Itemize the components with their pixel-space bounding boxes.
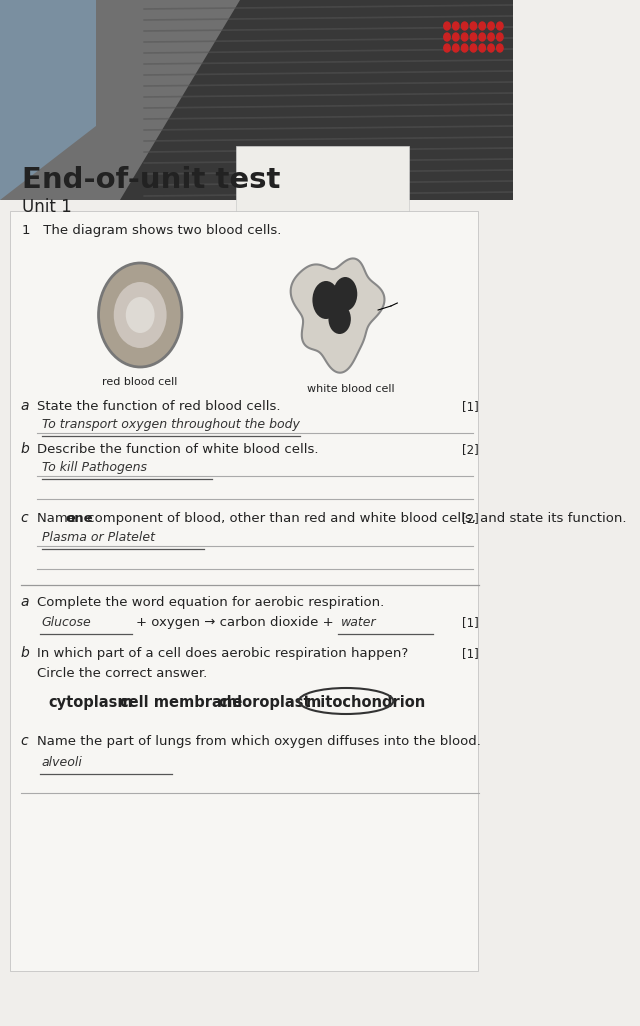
Circle shape bbox=[126, 297, 155, 333]
Text: [2]: [2] bbox=[462, 443, 479, 456]
Text: Name: Name bbox=[37, 512, 80, 525]
Text: a: a bbox=[21, 595, 29, 609]
Text: Plasma or Platelet: Plasma or Platelet bbox=[42, 531, 155, 544]
Circle shape bbox=[470, 44, 477, 52]
Text: Complete the word equation for aerobic respiration.: Complete the word equation for aerobic r… bbox=[37, 596, 384, 609]
Text: b: b bbox=[21, 646, 29, 660]
Circle shape bbox=[488, 44, 494, 52]
Text: To kill Pathogens: To kill Pathogens bbox=[42, 461, 147, 474]
Circle shape bbox=[470, 33, 477, 41]
Circle shape bbox=[461, 22, 468, 30]
Text: Name the part of lungs from which oxygen diffuses into the blood.: Name the part of lungs from which oxygen… bbox=[37, 735, 481, 748]
Text: In which part of a cell does aerobic respiration happen?: In which part of a cell does aerobic res… bbox=[37, 647, 408, 660]
Text: Glucose: Glucose bbox=[42, 616, 92, 629]
Ellipse shape bbox=[312, 281, 340, 319]
Text: chloroplast: chloroplast bbox=[218, 695, 310, 710]
Text: [1]: [1] bbox=[462, 400, 479, 413]
Circle shape bbox=[488, 22, 494, 30]
Text: [1]: [1] bbox=[462, 616, 479, 629]
Text: a: a bbox=[21, 399, 29, 413]
Text: c: c bbox=[21, 511, 28, 525]
Text: 1   The diagram shows two blood cells.: 1 The diagram shows two blood cells. bbox=[22, 224, 282, 237]
Text: c: c bbox=[21, 734, 28, 748]
Text: End-of-unit test: End-of-unit test bbox=[22, 166, 281, 194]
Circle shape bbox=[479, 22, 485, 30]
Circle shape bbox=[452, 44, 459, 52]
Circle shape bbox=[479, 44, 485, 52]
Circle shape bbox=[470, 22, 477, 30]
Text: mitochondrion: mitochondrion bbox=[306, 695, 426, 710]
Text: State the function of red blood cells.: State the function of red blood cells. bbox=[37, 400, 280, 413]
Polygon shape bbox=[120, 0, 513, 200]
Text: red blood cell: red blood cell bbox=[102, 377, 178, 387]
Text: b: b bbox=[21, 442, 29, 456]
Circle shape bbox=[114, 282, 166, 348]
FancyBboxPatch shape bbox=[10, 211, 478, 971]
Polygon shape bbox=[0, 0, 96, 200]
Text: white blood cell: white blood cell bbox=[307, 384, 395, 394]
Text: one: one bbox=[65, 512, 93, 525]
Text: Unit 1: Unit 1 bbox=[22, 198, 72, 216]
Text: [2]: [2] bbox=[462, 512, 479, 525]
Circle shape bbox=[461, 33, 468, 41]
Text: [1]: [1] bbox=[462, 647, 479, 660]
Circle shape bbox=[497, 33, 503, 41]
Circle shape bbox=[444, 22, 450, 30]
Circle shape bbox=[461, 44, 468, 52]
Text: + oxygen → carbon dioxide +: + oxygen → carbon dioxide + bbox=[136, 616, 334, 629]
Circle shape bbox=[479, 33, 485, 41]
Text: To transport oxygen throughout the body: To transport oxygen throughout the body bbox=[42, 418, 300, 431]
Text: Describe the function of white blood cells.: Describe the function of white blood cel… bbox=[37, 443, 318, 456]
Text: cell membrane: cell membrane bbox=[120, 695, 243, 710]
Circle shape bbox=[452, 22, 459, 30]
Circle shape bbox=[452, 33, 459, 41]
Circle shape bbox=[488, 33, 494, 41]
FancyBboxPatch shape bbox=[236, 146, 408, 251]
Text: component of blood, other than red and white blood cells, and state its function: component of blood, other than red and w… bbox=[83, 512, 626, 525]
Ellipse shape bbox=[333, 277, 357, 311]
Text: cytoplasm: cytoplasm bbox=[48, 695, 132, 710]
Circle shape bbox=[444, 33, 450, 41]
Polygon shape bbox=[291, 259, 385, 372]
Circle shape bbox=[497, 22, 503, 30]
Text: water: water bbox=[340, 616, 376, 629]
Polygon shape bbox=[0, 0, 513, 200]
Circle shape bbox=[444, 44, 450, 52]
Text: Circle the correct answer.: Circle the correct answer. bbox=[37, 667, 207, 680]
Ellipse shape bbox=[321, 295, 349, 317]
Text: alveoli: alveoli bbox=[42, 756, 83, 770]
Circle shape bbox=[99, 263, 182, 367]
Ellipse shape bbox=[328, 304, 351, 334]
Circle shape bbox=[497, 44, 503, 52]
